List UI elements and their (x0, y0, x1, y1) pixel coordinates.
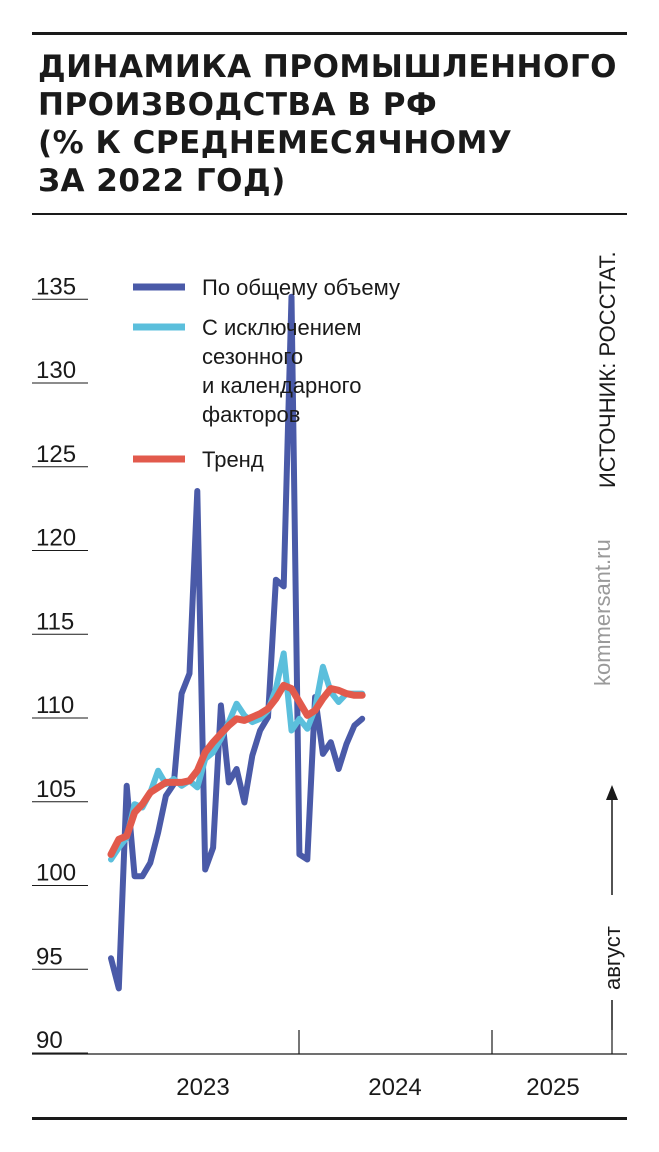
series-lines (107, 293, 366, 992)
y-tick-label-110: 110 (36, 692, 74, 719)
legend-label-trend: Тренд (202, 447, 264, 472)
legend-label-seasonal: С исключением сезонного и календарного ф… (202, 315, 368, 427)
y-axis-ticks: 90 95 100 105 110 115 120 125 130 135 (36, 273, 76, 1054)
gridlines (32, 298, 88, 1054)
y-tick-label-120: 120 (36, 525, 76, 552)
legend-label-seasonal-line-4: факторов (202, 402, 300, 427)
legend-label-total: По общему объему (202, 275, 400, 300)
series-line-trend (107, 681, 366, 858)
year-label-2025: 2025 (526, 1074, 579, 1101)
august-label: август (600, 926, 625, 990)
series-line-total (108, 293, 366, 992)
y-tick-label-100: 100 (36, 860, 76, 887)
legend-label-seasonal-line-3: и календарного (202, 373, 361, 398)
august-annotation: август (598, 785, 626, 1030)
top-rule (32, 32, 627, 35)
title-line-1: ДИНАМИКА ПРОМЫШЛЕННОГО (38, 49, 617, 85)
august-label-backdrop (598, 895, 626, 1000)
x-axis: 2023 2024 2025 (32, 1030, 627, 1101)
y-tick-label-125: 125 (36, 441, 76, 468)
title-rule (32, 213, 627, 215)
title-line-3: (% К СРЕДНЕМЕСЯЧНОМУ (38, 125, 513, 161)
august-arrow-head (606, 785, 618, 800)
y-tick-label-95: 95 (36, 943, 63, 970)
title-line-4: ЗА 2022 ГОД) (38, 163, 286, 199)
year-label-2023: 2023 (176, 1074, 229, 1101)
source-label: ИСТОЧНИК: РОССТАТ. (595, 251, 620, 488)
y-tick-label-115: 115 (36, 608, 74, 635)
y-tick-label-90: 90 (36, 1027, 63, 1054)
y-tick-label-105: 105 (36, 776, 76, 803)
title-line-2: ПРОИЗВОДСТВА В РФ (38, 87, 438, 123)
legend: По общему объему С исключением сезонного… (133, 275, 400, 472)
legend-label-seasonal-line-1: С исключением (202, 315, 362, 340)
y-tick-label-135: 135 (36, 273, 76, 300)
series-line-seasonal (108, 650, 366, 863)
chart-title: ДИНАМИКА ПРОМЫШЛЕННОГО ПРОИЗВОДСТВА В РФ… (38, 48, 618, 200)
watermark-label: kommersant.ru (590, 539, 615, 686)
y-tick-label-130: 130 (36, 357, 76, 384)
year-label-2024: 2024 (368, 1074, 421, 1101)
bottom-rule (32, 1117, 627, 1120)
legend-label-seasonal-line-2: сезонного (202, 344, 303, 369)
